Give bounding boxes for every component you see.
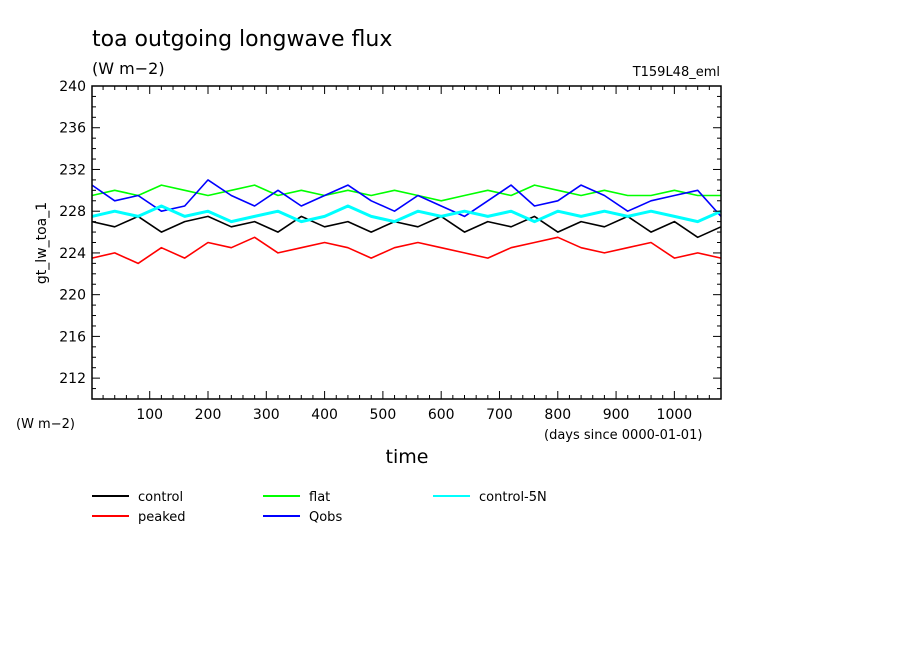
y-tick-label: 220 bbox=[59, 288, 86, 304]
legend: control peaked flat Qobs control-5N bbox=[92, 490, 547, 525]
x-tick-label: 300 bbox=[253, 407, 280, 423]
legend-label-peaked: peaked bbox=[138, 510, 186, 525]
y-tick-label: 224 bbox=[59, 246, 86, 262]
x-tick-label: 900 bbox=[603, 407, 630, 423]
x-tick-label: 400 bbox=[311, 407, 338, 423]
legend-label-control: control bbox=[138, 490, 183, 505]
series-line-control bbox=[91, 215, 722, 239]
plot-frame bbox=[91, 85, 722, 400]
axis-ticks: 212 216 220 224 228 232 236 240 100 200 300 400 500 6… bbox=[59, 79, 721, 423]
legend-label-flat: flat bbox=[309, 490, 330, 505]
series-line-flat bbox=[91, 184, 721, 202]
legend-label-control-5n: control-5N bbox=[479, 490, 547, 505]
x-units-label: (days since 0000-01-01) bbox=[544, 428, 702, 443]
y-units-label: (W m−2) bbox=[16, 417, 75, 432]
x-tick-label: 800 bbox=[544, 407, 571, 423]
plot-lines bbox=[91, 179, 722, 265]
y-tick-label: 236 bbox=[59, 121, 86, 137]
x-tick-label: 1000 bbox=[657, 407, 693, 423]
x-tick-label: 200 bbox=[195, 407, 222, 423]
x-tick-label: 100 bbox=[136, 407, 163, 423]
y-axis-label: gt_lw_toa_1 bbox=[34, 202, 50, 284]
run-label: T159L48_eml bbox=[632, 65, 720, 80]
y-tick-label: 216 bbox=[59, 329, 86, 345]
legend-label-qobs: Qobs bbox=[309, 510, 342, 525]
y-tick-label: 228 bbox=[59, 204, 86, 220]
x-tick-label: 600 bbox=[428, 407, 455, 423]
x-axis-label: time bbox=[386, 446, 429, 468]
y-tick-label: 240 bbox=[59, 79, 86, 95]
series-line-qobs bbox=[91, 179, 722, 218]
series-line-peaked bbox=[91, 236, 722, 265]
chart-subtitle: (W m−2) bbox=[92, 59, 165, 78]
chart-title: toa outgoing longwave flux bbox=[92, 27, 392, 52]
x-tick-label: 500 bbox=[370, 407, 397, 423]
y-tick-label: 232 bbox=[59, 162, 86, 178]
x-tick-label: 700 bbox=[486, 407, 513, 423]
y-tick-label: 212 bbox=[59, 371, 86, 387]
series-line-control-5n bbox=[91, 204, 722, 224]
